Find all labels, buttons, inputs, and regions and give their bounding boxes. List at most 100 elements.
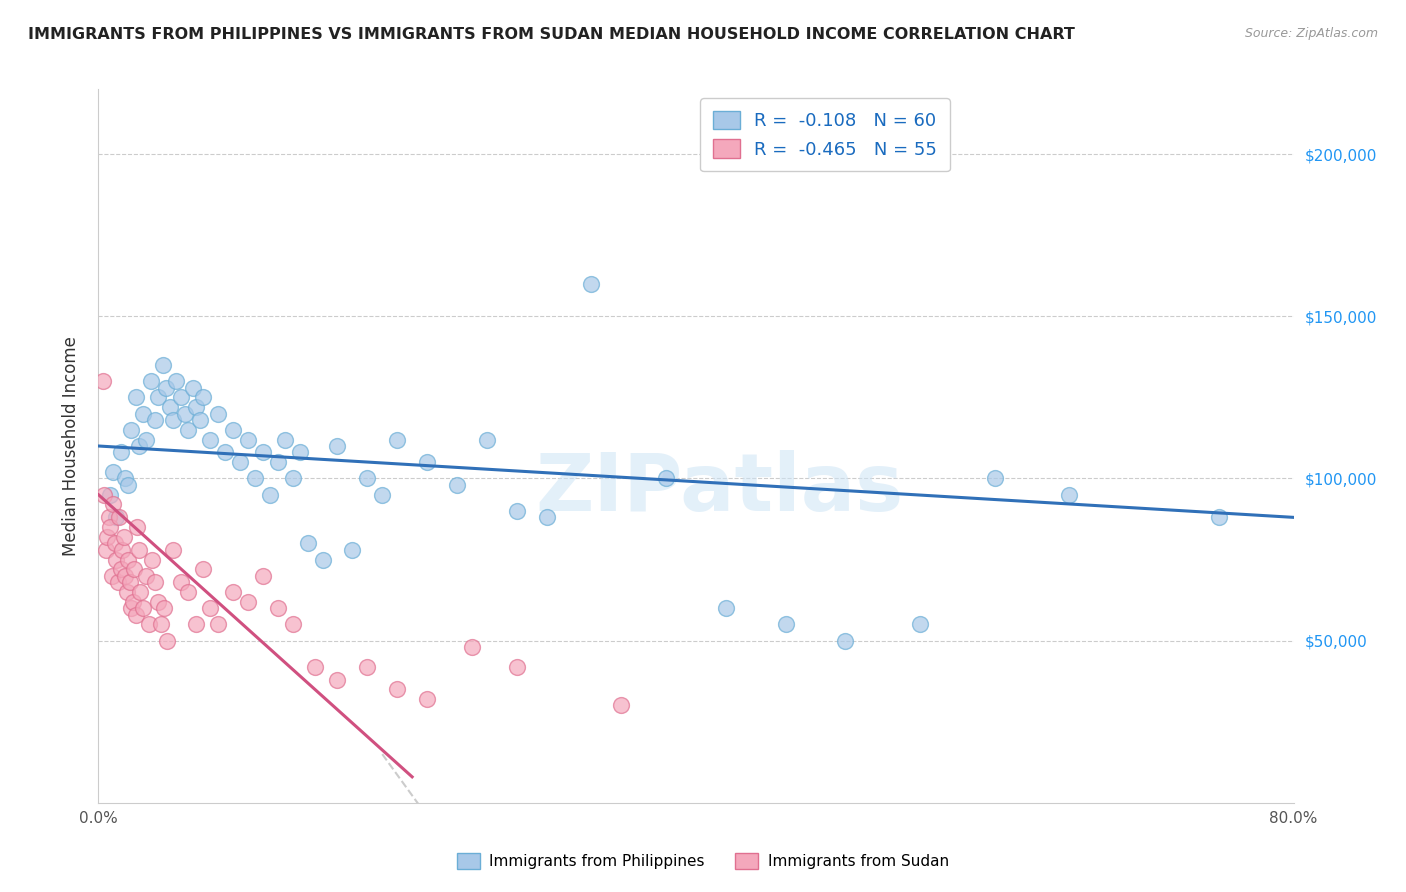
Point (100, 488, 122, 502)
Point (200, 601, 222, 615)
Point (461, 640, 484, 654)
Point (416, 455, 439, 469)
Point (132, 601, 155, 615)
Point (169, 390, 191, 404)
Point (416, 692, 439, 706)
Point (93, 488, 115, 502)
Point (96, 530, 118, 544)
Point (326, 673, 349, 687)
Point (132, 407, 155, 421)
Point (385, 682, 409, 697)
Point (188, 413, 211, 427)
Point (94, 542, 117, 557)
Point (385, 433, 409, 447)
Point (581, 277, 603, 291)
Point (222, 585, 245, 599)
Point (159, 400, 181, 414)
Point (245, 471, 267, 485)
Point (118, 575, 141, 590)
Point (139, 374, 162, 388)
Point (236, 595, 259, 609)
Point (135, 568, 157, 582)
Point (181, 381, 204, 395)
Point (162, 542, 184, 557)
Point (177, 585, 200, 599)
Point (103, 497, 125, 511)
Text: Source: ZipAtlas.com: Source: ZipAtlas.com (1244, 27, 1378, 40)
Point (148, 390, 170, 404)
Point (311, 552, 333, 566)
Point (304, 659, 326, 673)
Point (1208, 510, 1230, 524)
Point (288, 445, 311, 459)
Point (153, 601, 176, 615)
Point (101, 568, 124, 582)
Point (214, 445, 236, 459)
Point (120, 601, 142, 615)
Point (184, 400, 207, 414)
Point (655, 471, 678, 485)
Point (342, 542, 364, 557)
Point (229, 455, 252, 469)
Point (775, 617, 797, 632)
Point (152, 358, 174, 372)
Point (371, 488, 394, 502)
Point (128, 542, 150, 557)
Point (165, 374, 187, 388)
Point (169, 575, 191, 590)
Point (177, 423, 200, 437)
Point (129, 585, 152, 599)
Point (252, 445, 274, 459)
Point (91, 374, 114, 388)
Point (252, 568, 274, 582)
Point (908, 617, 931, 632)
Point (111, 542, 134, 557)
Text: ZIPatlas: ZIPatlas (536, 450, 904, 528)
Legend: Immigrants from Philippines, Immigrants from Sudan: Immigrants from Philippines, Immigrants … (451, 847, 955, 875)
Point (326, 439, 349, 453)
Point (156, 633, 179, 648)
Point (191, 390, 214, 404)
Point (105, 510, 128, 524)
Point (184, 617, 207, 632)
Point (148, 595, 170, 609)
Point (104, 536, 127, 550)
Point (114, 471, 136, 485)
Point (267, 601, 290, 615)
Point (114, 568, 136, 582)
Text: IMMIGRANTS FROM PHILIPPINES VS IMMIGRANTS FROM SUDAN MEDIAN HOUSEHOLD INCOME COR: IMMIGRANTS FROM PHILIPPINES VS IMMIGRANT… (28, 27, 1076, 42)
Point (125, 607, 148, 622)
Point (236, 433, 259, 447)
Point (121, 595, 143, 609)
Point (125, 390, 148, 404)
Point (984, 471, 1007, 485)
Point (128, 439, 150, 453)
Point (103, 465, 125, 479)
Point (610, 698, 633, 713)
Y-axis label: Median Household Income: Median Household Income (62, 336, 80, 556)
Point (281, 471, 304, 485)
Point (97, 510, 120, 524)
Point (222, 423, 245, 437)
Point (714, 601, 737, 615)
Point (475, 433, 498, 447)
Point (143, 413, 166, 427)
Point (112, 530, 135, 544)
Point (259, 488, 281, 502)
Point (107, 575, 129, 590)
Point (834, 633, 856, 648)
Point (150, 617, 173, 632)
Point (446, 478, 468, 492)
Legend: R =  -0.108   N = 60, R =  -0.465   N = 55: R = -0.108 N = 60, R = -0.465 N = 55 (700, 98, 950, 171)
Point (207, 617, 229, 632)
Point (356, 659, 378, 673)
Point (200, 433, 222, 447)
Point (506, 659, 529, 673)
Point (117, 478, 139, 492)
Point (108, 510, 131, 524)
Point (100, 520, 122, 534)
Point (281, 617, 304, 632)
Point (120, 423, 142, 437)
Point (174, 407, 197, 421)
Point (124, 562, 146, 576)
